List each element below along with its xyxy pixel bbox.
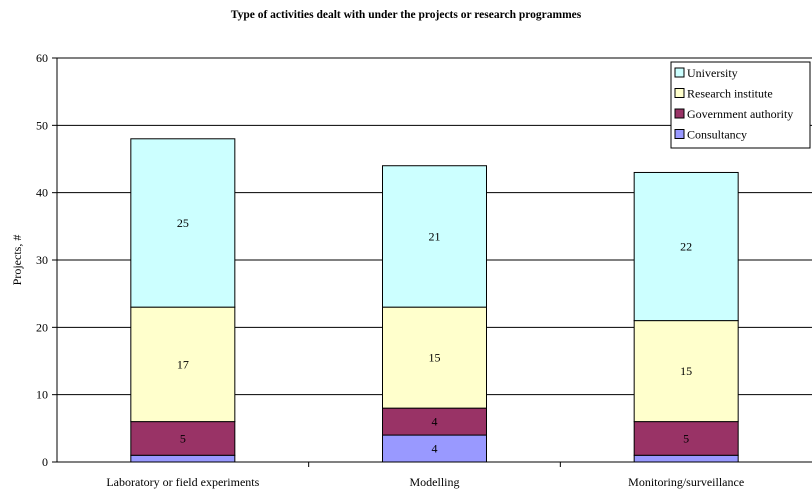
data-label: 4 (432, 415, 438, 429)
bar-government-authority-modelling (382, 407, 487, 436)
bar-research-institute-laboratory-or-field-experiments (130, 306, 236, 423)
data-label: 22 (680, 240, 692, 254)
data-label: 5 (180, 431, 186, 445)
x-tick-label: Modelling (410, 475, 460, 489)
y-tick-label: 50 (36, 118, 48, 132)
legend-swatch-research-institute (674, 88, 685, 98)
bar-government-authority-monitoring-surveillance (633, 421, 739, 456)
bar-university-laboratory-or-field-experiments (130, 138, 236, 308)
y-tick-label: 10 (36, 388, 48, 402)
legend-box (670, 61, 811, 149)
legend-label-government-authority: Government authority (687, 107, 793, 121)
bar-government-authority-laboratory-or-field-experiments (130, 421, 236, 456)
y-tick-label: 0 (42, 455, 48, 469)
axes: 0 10 20 30 40 50 60 Laboratory or field experim… (36, 51, 812, 489)
data-label: 15 (680, 364, 692, 378)
bars (130, 138, 739, 463)
legend-swatch-university (674, 67, 685, 78)
legend-label-research-institute: Research institute (687, 87, 773, 101)
bar-university-monitoring-surveillance (633, 171, 739, 322)
legend-swatch-consultancy (674, 129, 685, 139)
chart-title: Type of activities dealt with under the … (231, 9, 582, 21)
data-labels: 5 17 25 4 4 15 21 5 15 22 (177, 216, 692, 456)
legend-label-consultancy: Consultancy (687, 128, 747, 142)
data-label: 15 (429, 351, 441, 365)
bar-university-modelling (382, 165, 487, 308)
bar-consultancy-laboratory-or-field-experiments (130, 454, 236, 463)
legend: University Research institute Government a… (670, 61, 811, 149)
data-label: 4 (432, 442, 438, 456)
y-tick-label: 20 (36, 320, 48, 334)
y-tick-label: 30 (36, 253, 48, 267)
y-axis-title: Projects, # (10, 235, 24, 286)
x-tick-label: Laboratory or field experiments (106, 475, 259, 489)
data-label: 17 (177, 357, 189, 371)
data-label: 25 (177, 216, 189, 230)
legend-label-university: University (687, 66, 738, 80)
data-label: 5 (683, 431, 689, 445)
legend-swatch-government-authority (674, 108, 685, 119)
bar-research-institute-modelling (382, 306, 487, 409)
y-tick-label: 40 (36, 186, 48, 200)
y-tick-label: 60 (36, 51, 48, 65)
bar-research-institute-monitoring-surveillance (633, 320, 739, 423)
data-label: 21 (429, 229, 441, 243)
bar-consultancy-monitoring-surveillance (633, 454, 739, 463)
x-tick-label: Monitoring/surveillance (628, 475, 744, 489)
